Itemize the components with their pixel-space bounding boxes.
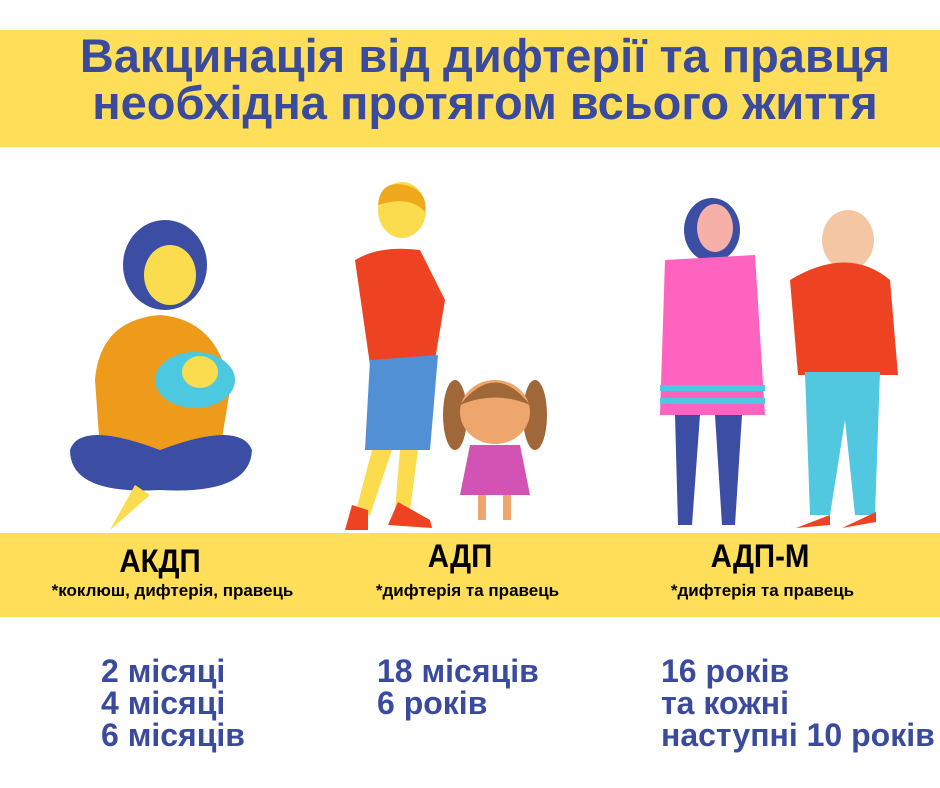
- schedule-item: 16 років: [661, 653, 790, 689]
- vaccine-note-akdp: *коклюш, дифтерія, правець: [51, 581, 294, 600]
- schedule-item: 4 місяці: [101, 685, 226, 721]
- vaccine-name-adp: АДП: [427, 538, 493, 574]
- schedule-akdp: 2 місяці 4 місяці 6 місяців: [101, 655, 245, 751]
- teen-illustration: [345, 182, 445, 530]
- schedule-item: наступні 10 років: [661, 717, 935, 753]
- page-title: Вакцинація від дифтерії та правця необхі…: [30, 32, 940, 126]
- girl-illustration: [443, 380, 547, 520]
- schedule-adp-m: 16 років та кожні наступні 10 років: [661, 655, 935, 751]
- vaccine-name-adp-m: АДП-М: [710, 538, 810, 574]
- old-man-illustration: [790, 210, 898, 528]
- schedule-item: 6 років: [377, 685, 488, 721]
- schedule-item: 18 місяців: [377, 653, 539, 689]
- people-illustration: [70, 182, 898, 530]
- title-line-1: Вакцинація від дифтерії та правця: [79, 29, 891, 82]
- vaccine-note-adp-m: *дифтерія та правець: [670, 581, 855, 600]
- schedule-item: 6 місяців: [101, 717, 245, 753]
- schedule-item: та кожні: [661, 685, 789, 721]
- title-banner: [0, 30, 940, 147]
- schedule-adp: 18 місяців 6 років: [377, 655, 539, 719]
- title-line-2: необхідна протягом всього життя: [92, 76, 878, 129]
- vaccine-name-akdp: АКДП: [119, 543, 201, 579]
- woman-illustration: [660, 198, 765, 525]
- schedule-item: 2 місяці: [101, 653, 226, 689]
- mother-with-baby-illustration: [70, 220, 252, 530]
- vaccine-band: [0, 533, 940, 617]
- vaccine-note-adp: *дифтерія та правець: [375, 581, 560, 600]
